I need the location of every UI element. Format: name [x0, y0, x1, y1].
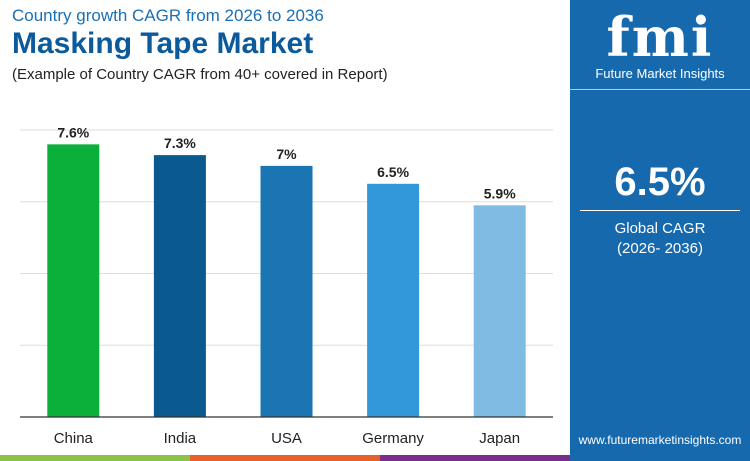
bar-china [47, 144, 100, 417]
data-label: 7.6% [57, 124, 89, 140]
x-tick-label: Japan [479, 430, 520, 447]
x-tick-label: Germany [362, 430, 424, 447]
data-label: 7% [276, 146, 297, 162]
bar-usa [260, 165, 313, 417]
fmi-logo: fmi Future Market Insights [570, 6, 750, 81]
chart-subtitle: Country growth CAGR from 2026 to 2036 [12, 6, 324, 25]
side-panel: fmi Future Market Insights 6.5% Global C… [570, 0, 750, 461]
color-strip-purple [380, 455, 570, 461]
x-tick-label: China [54, 430, 94, 447]
label-text: Global CAGR [614, 220, 706, 237]
bar-chart: 7.6% China 7.3% India 7% USA 6.5% Germany 5.9% Ja… [20, 124, 553, 447]
chart-note: (Example of Country CAGR from 40+ covere… [12, 66, 388, 83]
logo-mark: fmi [606, 5, 714, 69]
global-cagr-label: Global CAGR (2026- 2036) [570, 219, 750, 259]
bar-japan [473, 205, 526, 417]
period-text: (2026- 2036) [617, 240, 703, 257]
data-label: 7.3% [164, 135, 196, 151]
x-tick-label: India [164, 430, 197, 447]
brand-name: Future Market Insights [595, 66, 725, 81]
global-cagr-value: 6.5% [614, 160, 706, 204]
divider [580, 210, 740, 211]
color-strip-green [0, 455, 190, 461]
color-strip-orange [190, 455, 380, 461]
website-url[interactable]: www.futuremarketinsights.com [578, 433, 742, 447]
data-label: 5.9% [484, 185, 516, 201]
bar-germany [367, 183, 420, 417]
x-tick-label: USA [271, 430, 302, 447]
divider [570, 89, 750, 90]
data-label: 6.5% [377, 164, 409, 180]
chart-title: Masking Tape Market [12, 27, 314, 60]
bar-india [153, 155, 206, 418]
